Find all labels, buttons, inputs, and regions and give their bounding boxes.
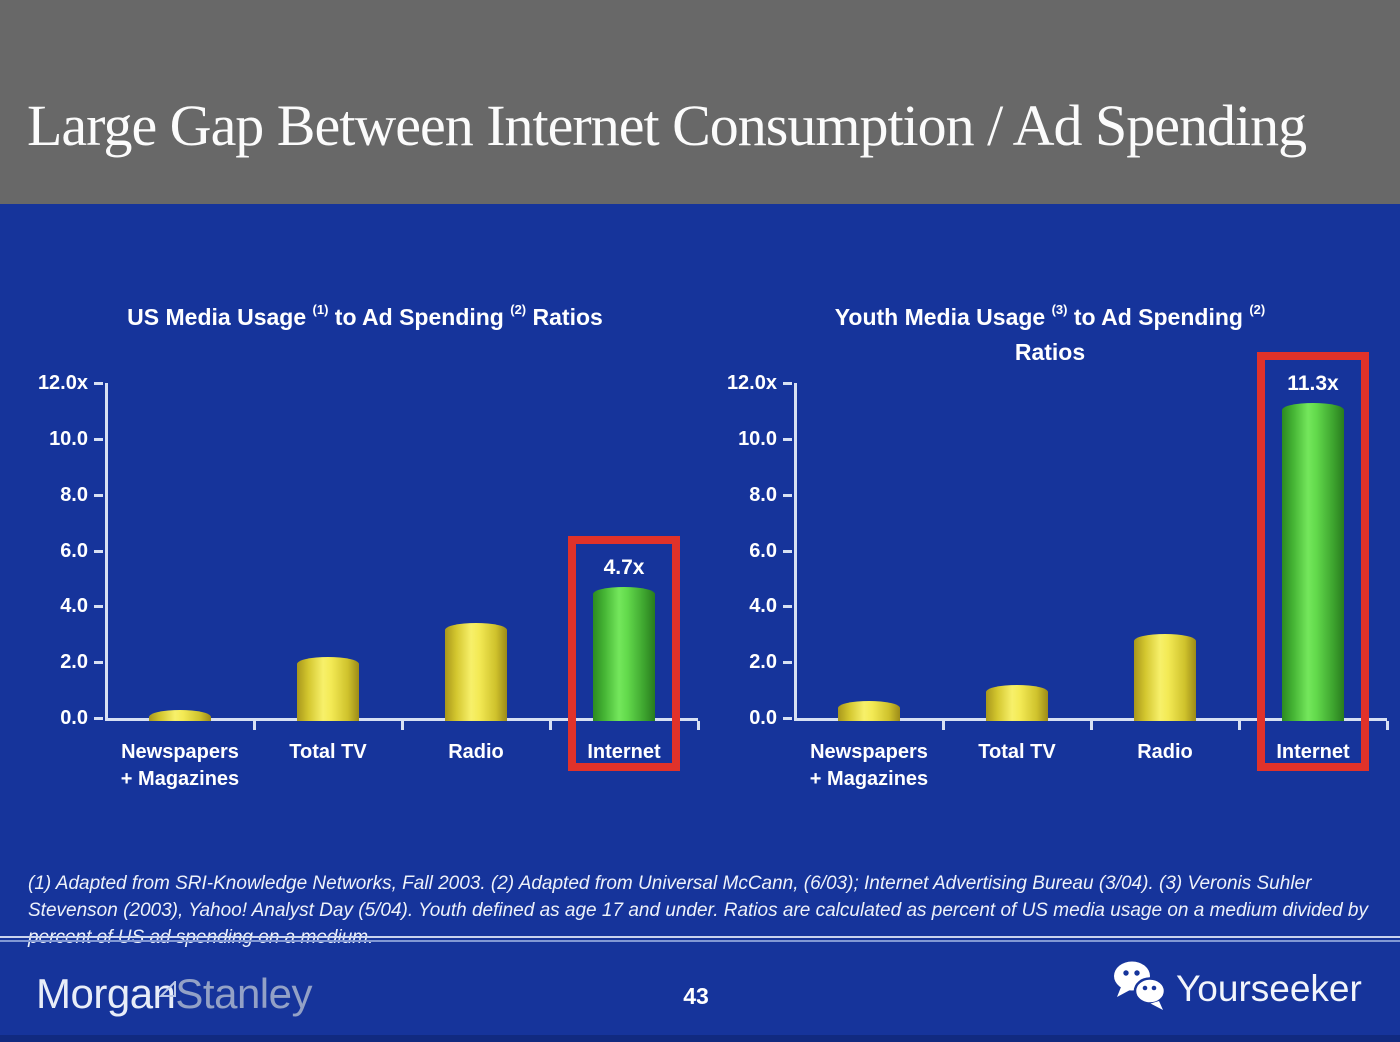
x-axis bbox=[106, 718, 698, 721]
y-tick-label: 4.0 bbox=[60, 595, 88, 618]
y-tick bbox=[783, 437, 792, 441]
y-tick-label: 10.0 bbox=[738, 427, 777, 450]
title-text: Ratios bbox=[526, 304, 603, 330]
bar-internet bbox=[1282, 402, 1344, 721]
x-tick bbox=[1090, 721, 1093, 730]
y-tick-label: 0.0 bbox=[749, 707, 777, 729]
title-superscript: (3) bbox=[1051, 302, 1068, 317]
bottom-edge bbox=[0, 1035, 1400, 1042]
y-tick bbox=[94, 382, 103, 385]
category-label-total-tv: Total TV bbox=[289, 741, 367, 763]
y-axis bbox=[105, 383, 108, 721]
x-tick bbox=[253, 721, 256, 730]
title-text: Youth Media Usage bbox=[834, 304, 1052, 330]
y-tick bbox=[783, 717, 792, 720]
title-text: to Ad Spending bbox=[328, 304, 511, 330]
yourseeker-label: Yourseeker bbox=[1176, 967, 1362, 1009]
category-label-newspapers-magazines: Newspapers + Magazines bbox=[809, 741, 929, 790]
y-tick-label: 8.0 bbox=[60, 483, 88, 506]
footnote: (1) Adapted from SRI-Knowledge Networks,… bbox=[28, 873, 1368, 948]
category-label-internet: Internet bbox=[1276, 741, 1350, 763]
x-tick bbox=[697, 721, 700, 730]
bar-radio bbox=[445, 623, 507, 721]
category-label-newspapers-magazines: Newspapers + Magazines bbox=[120, 741, 240, 790]
yourseeker-brand: Yourseeker bbox=[1112, 960, 1362, 1017]
title-text: US Media Usage bbox=[127, 304, 313, 330]
morgan-stanley-logo-morgan: Morgan bbox=[36, 970, 176, 1017]
y-tick bbox=[783, 493, 792, 497]
chart-title-youth: Youth Media Usage (3) to Ad Spending (2)… bbox=[750, 292, 1350, 370]
y-tick bbox=[94, 437, 103, 441]
y-tick-label: 12.0x bbox=[37, 372, 88, 394]
x-axis bbox=[795, 718, 1387, 721]
x-tick bbox=[942, 721, 945, 730]
bar-value-label: 11.3x bbox=[1287, 371, 1339, 395]
title-text: to Ad Spending bbox=[1067, 304, 1250, 330]
bar-total-tv bbox=[297, 656, 359, 721]
morgan-stanley-logo-stanley: Stanley bbox=[175, 970, 312, 1017]
bar-total-tv bbox=[986, 684, 1048, 721]
y-tick bbox=[94, 605, 103, 609]
bar-newspapers-magazines bbox=[838, 701, 900, 721]
bar-radio bbox=[1134, 634, 1196, 721]
y-tick bbox=[94, 717, 103, 720]
y-tick-label: 10.0 bbox=[49, 427, 88, 450]
x-tick bbox=[401, 721, 404, 730]
y-tick bbox=[783, 382, 792, 385]
highlight-box bbox=[1257, 351, 1369, 771]
chart-title-us: US Media Usage (1) to Ad Spending (2) Ra… bbox=[55, 292, 675, 335]
category-label-internet: Internet bbox=[587, 741, 661, 763]
y-tick-label: 8.0 bbox=[749, 483, 777, 506]
wechat-icon bbox=[1112, 960, 1170, 1017]
y-tick bbox=[783, 661, 792, 665]
category-label-radio: Radio bbox=[448, 741, 504, 763]
y-tick-label: 6.0 bbox=[749, 539, 777, 562]
y-tick bbox=[783, 605, 792, 609]
bar-newspapers-magazines bbox=[149, 709, 211, 721]
y-tick-label: 0.0 bbox=[60, 707, 88, 729]
bar-value-label: 4.7x bbox=[603, 555, 645, 579]
slide-title: Large Gap Between Internet Consumption /… bbox=[27, 93, 1307, 158]
title-superscript: (2) bbox=[1249, 302, 1266, 317]
category-label-total-tv: Total TV bbox=[978, 741, 1056, 763]
y-tick-label: 4.0 bbox=[749, 595, 777, 618]
y-axis bbox=[794, 383, 797, 721]
title-superscript: (1) bbox=[312, 302, 329, 317]
y-tick bbox=[783, 549, 792, 553]
y-tick-label: 6.0 bbox=[60, 539, 88, 562]
morgan-stanley-logo: MorganStanley bbox=[36, 970, 312, 1018]
y-tick-label: 12.0x bbox=[726, 372, 777, 394]
x-tick bbox=[549, 721, 552, 730]
page-number: 43 bbox=[683, 983, 709, 1009]
y-tick bbox=[94, 493, 103, 497]
y-tick-label: 2.0 bbox=[749, 651, 777, 674]
title-text: Ratios bbox=[1014, 339, 1086, 365]
title-superscript: (2) bbox=[510, 302, 527, 317]
bar-internet bbox=[593, 586, 655, 721]
triangle-flag-icon bbox=[158, 961, 178, 1009]
footer-divider bbox=[0, 936, 1400, 942]
y-tick bbox=[94, 549, 103, 553]
x-tick bbox=[1238, 721, 1241, 730]
y-tick-label: 2.0 bbox=[60, 651, 88, 674]
x-tick bbox=[1386, 721, 1389, 730]
slide-header-band: Large Gap Between Internet Consumption /… bbox=[0, 0, 1400, 204]
category-label-radio: Radio bbox=[1137, 741, 1193, 763]
highlight-box bbox=[568, 535, 680, 771]
y-tick bbox=[94, 661, 103, 665]
